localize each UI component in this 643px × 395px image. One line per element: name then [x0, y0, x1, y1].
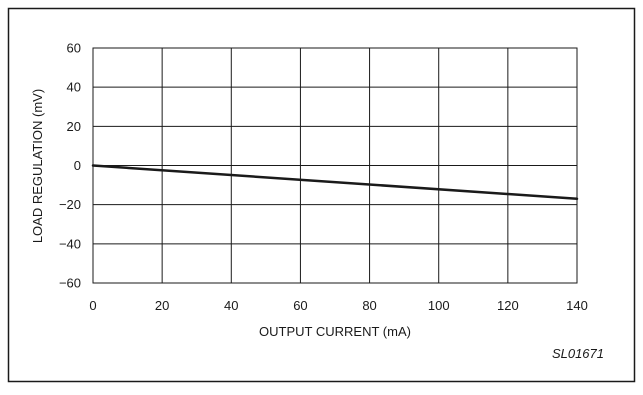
x-tick-label: 40: [224, 298, 238, 313]
y-tick-label: 40: [67, 80, 81, 95]
y-tick-label: −40: [59, 236, 81, 251]
x-tick-label: 20: [155, 298, 169, 313]
x-tick-label: 80: [362, 298, 376, 313]
x-tick-label: 140: [566, 298, 588, 313]
y-tick-label: −20: [59, 197, 81, 212]
grid-lines: [92, 47, 578, 284]
x-axis-title: OUTPUT CURRENT (mA): [259, 324, 411, 339]
x-tick-label: 0: [89, 298, 96, 313]
x-tick-label: 120: [497, 298, 519, 313]
figure-code: SL01671: [552, 346, 604, 361]
series-lines: [91, 164, 579, 201]
x-tick-labels: 0 20 40 60 80 100 120 140: [89, 298, 587, 313]
series-line-0: [91, 164, 579, 201]
y-tick-label: 20: [67, 119, 81, 134]
y-tick-labels: 60 40 20 0 −20 −40 −60: [59, 41, 81, 291]
y-axis-title: LOAD REGULATION (mV): [30, 89, 45, 243]
x-tick-label: 60: [293, 298, 307, 313]
y-tick-label: 0: [74, 158, 81, 173]
y-tick-label: −60: [59, 276, 81, 291]
y-tick-label: 60: [67, 41, 81, 56]
x-tick-label: 100: [428, 298, 450, 313]
